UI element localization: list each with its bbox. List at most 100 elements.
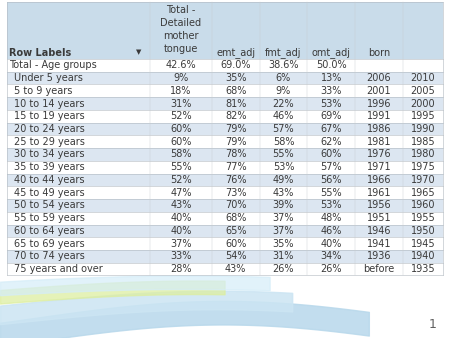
Text: 37%: 37% <box>273 226 294 236</box>
Text: 55 to 59 years: 55 to 59 years <box>14 213 85 223</box>
Text: 1981: 1981 <box>367 137 391 147</box>
Bar <box>7 72 443 84</box>
Text: 45 to 49 years: 45 to 49 years <box>14 188 84 198</box>
Text: Under 5 years: Under 5 years <box>14 73 82 83</box>
Bar <box>7 263 443 275</box>
Text: 62%: 62% <box>320 137 342 147</box>
Text: 1956: 1956 <box>367 200 391 211</box>
Text: 1991: 1991 <box>367 111 391 121</box>
Bar <box>7 110 443 123</box>
Text: 81%: 81% <box>225 99 247 108</box>
Text: 69.0%: 69.0% <box>220 61 251 70</box>
Text: 30 to 34 years: 30 to 34 years <box>14 149 84 160</box>
Text: 18%: 18% <box>170 86 192 96</box>
Text: 2006: 2006 <box>367 73 391 83</box>
Text: 2001: 2001 <box>367 86 391 96</box>
Text: 1961: 1961 <box>367 188 391 198</box>
Bar <box>7 224 443 237</box>
Text: 40 to 44 years: 40 to 44 years <box>14 175 84 185</box>
Text: 58%: 58% <box>170 149 192 160</box>
Text: 68%: 68% <box>225 213 247 223</box>
Text: 1945: 1945 <box>411 239 435 249</box>
Text: 5 to 9 years: 5 to 9 years <box>14 86 72 96</box>
Text: 1965: 1965 <box>411 188 435 198</box>
Text: 73%: 73% <box>225 188 247 198</box>
Text: 34%: 34% <box>320 251 342 261</box>
Text: tongue: tongue <box>164 44 198 54</box>
Text: 70%: 70% <box>225 200 247 211</box>
Text: 82%: 82% <box>225 111 247 121</box>
Text: 1986: 1986 <box>367 124 391 134</box>
Text: 77%: 77% <box>225 162 247 172</box>
Text: 57%: 57% <box>320 162 342 172</box>
Text: Detailed: Detailed <box>160 18 202 28</box>
Text: 43%: 43% <box>225 264 247 274</box>
Text: 1950: 1950 <box>411 226 435 236</box>
Text: 79%: 79% <box>225 137 247 147</box>
Text: 20 to 24 years: 20 to 24 years <box>14 124 84 134</box>
Text: 1940: 1940 <box>411 251 435 261</box>
Text: Row Labels: Row Labels <box>9 48 71 57</box>
Text: 2005: 2005 <box>410 86 435 96</box>
Text: 52%: 52% <box>170 175 192 185</box>
Text: 78%: 78% <box>225 149 247 160</box>
Text: 1985: 1985 <box>411 137 435 147</box>
Text: 70 to 74 years: 70 to 74 years <box>14 251 84 261</box>
Text: 1946: 1946 <box>367 226 391 236</box>
Text: 60%: 60% <box>170 124 192 134</box>
Text: 1971: 1971 <box>367 162 391 172</box>
Text: 37%: 37% <box>170 239 192 249</box>
Bar <box>7 148 443 161</box>
Text: 31%: 31% <box>273 251 294 261</box>
Text: 1980: 1980 <box>411 149 435 160</box>
Text: 76%: 76% <box>225 175 247 185</box>
Text: 67%: 67% <box>320 124 342 134</box>
Text: 58%: 58% <box>273 137 294 147</box>
Text: 2010: 2010 <box>411 73 435 83</box>
Text: before: before <box>363 264 395 274</box>
Text: 35%: 35% <box>225 73 247 83</box>
Bar <box>7 174 443 186</box>
Text: 1966: 1966 <box>367 175 391 185</box>
Text: 43%: 43% <box>170 200 192 211</box>
Text: 33%: 33% <box>320 86 342 96</box>
Text: 1935: 1935 <box>411 264 435 274</box>
Text: emt_adj: emt_adj <box>216 47 255 58</box>
Text: 60%: 60% <box>320 149 342 160</box>
Text: 1: 1 <box>428 318 436 331</box>
Text: 6%: 6% <box>276 73 291 83</box>
Text: 65 to 69 years: 65 to 69 years <box>14 239 84 249</box>
Text: 15 to 19 years: 15 to 19 years <box>14 111 84 121</box>
Text: 60%: 60% <box>170 137 192 147</box>
Text: 46%: 46% <box>320 226 342 236</box>
Text: 35%: 35% <box>273 239 294 249</box>
Text: 1990: 1990 <box>411 124 435 134</box>
Text: born: born <box>368 48 390 57</box>
Text: 43%: 43% <box>273 188 294 198</box>
Text: 1970: 1970 <box>411 175 435 185</box>
Text: 69%: 69% <box>320 111 342 121</box>
Text: 55%: 55% <box>170 162 192 172</box>
Bar <box>7 212 443 224</box>
Bar <box>7 250 443 263</box>
Text: 13%: 13% <box>320 73 342 83</box>
Text: 46%: 46% <box>273 111 294 121</box>
Text: 35 to 39 years: 35 to 39 years <box>14 162 84 172</box>
Text: 31%: 31% <box>170 99 192 108</box>
Text: 40%: 40% <box>170 226 192 236</box>
Text: 1995: 1995 <box>411 111 435 121</box>
Text: 40%: 40% <box>320 239 342 249</box>
Text: 1975: 1975 <box>410 162 435 172</box>
Text: 1936: 1936 <box>367 251 391 261</box>
Text: omt_adj: omt_adj <box>312 47 351 58</box>
Text: 39%: 39% <box>273 200 294 211</box>
Text: 1996: 1996 <box>367 99 391 108</box>
Text: 22%: 22% <box>273 99 294 108</box>
Text: 48%: 48% <box>320 213 342 223</box>
Text: 56%: 56% <box>320 175 342 185</box>
Text: 53%: 53% <box>320 200 342 211</box>
Bar <box>7 59 443 72</box>
Text: 50.0%: 50.0% <box>316 61 346 70</box>
Text: Total - Age groups: Total - Age groups <box>9 61 97 70</box>
Bar <box>7 199 443 212</box>
